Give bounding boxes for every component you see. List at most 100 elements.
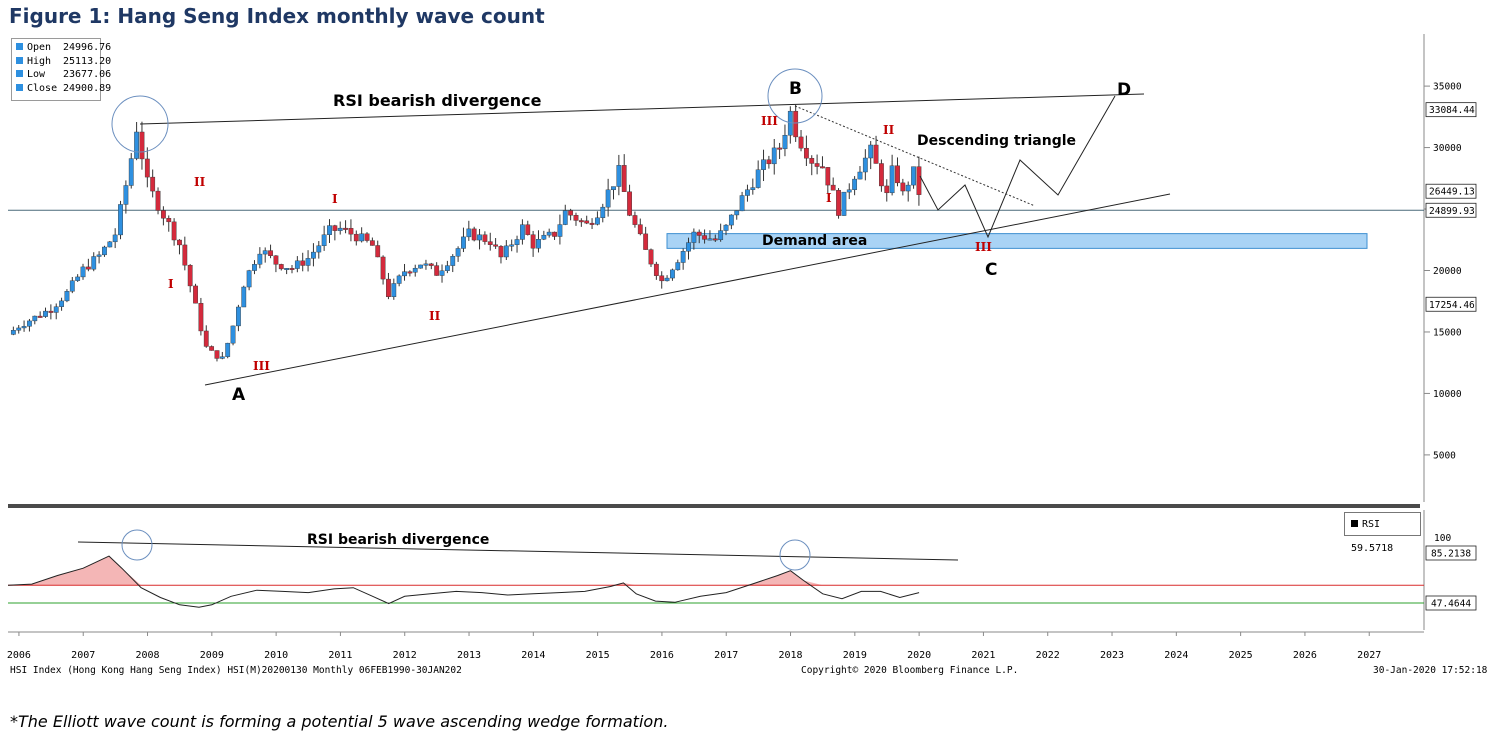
candle-body [91,256,97,270]
candle-body [536,239,541,249]
footer-timestamp: 30-Jan-2020 17:52:18 [1373,665,1488,676]
candle-body [123,185,129,205]
candle-body [680,251,686,263]
y-tick-label: 20000 [1433,266,1462,277]
y-tick-label: 15000 [1433,327,1462,338]
candle-body [43,310,48,317]
rsi-panel: RSI bearish divergence 100 85.2138 47.4644 [7,510,1477,630]
x-tick-label: 2023 [1100,650,1124,661]
x-tick-label: 2016 [650,650,674,661]
candle-body [359,233,365,242]
candle-body [144,158,150,178]
rsi-tick-label: 100 [1434,533,1451,544]
wave-sub-label: II [194,175,206,189]
candle-body [895,165,900,184]
candle-body [616,165,622,187]
rsi-circle-a [121,529,153,561]
candle-body [444,265,450,271]
x-tick-label: 2010 [264,650,288,661]
price-panel: 5000100001500020000250003000035000 RSI b… [8,34,1477,502]
projected-wave-path [919,95,1116,239]
candle-body [386,278,391,298]
candle-body [21,326,27,329]
candle-body [225,342,231,357]
x-tick-label: 2013 [457,650,481,661]
candle-body [503,245,509,258]
candle-body [102,246,107,256]
candle-body [96,254,102,257]
candles [10,104,922,362]
candle-body [868,144,874,159]
caption: *The Elliott wave count is forming a pot… [10,712,669,731]
price-tags: 33084.44 26449.13 24899.93 17254.46 [1425,102,1477,312]
candle-body [75,276,81,281]
candle-body [10,330,16,335]
candle-body [177,239,182,246]
candle-body [879,163,884,187]
wave-d-label: D [1117,80,1131,100]
candle-body [696,231,702,236]
candle-body [300,260,306,266]
y-tick-label: 30000 [1433,143,1462,154]
legend-high-label: High [27,55,52,67]
demand-area [666,233,1368,249]
candle-body [203,330,209,347]
candle-body [305,258,311,266]
candle-body [852,178,858,190]
wave-sub-label: III [975,240,992,254]
candle-body [418,264,423,269]
rsi-line [7,555,920,608]
candle-body [841,191,847,216]
candle-body [128,158,134,186]
candle-body [278,264,284,270]
candle-body [884,185,890,194]
ohlc-legend: Open 24996.76 High 25113.20 Low 23677.06 Cl… [11,38,111,101]
x-tick-label: 2011 [328,650,352,661]
candle-body [552,231,557,237]
candle-body [209,346,215,351]
candle-body [595,217,600,225]
candle-body [755,169,761,188]
candle-body [112,234,118,243]
candle-body [332,225,338,231]
x-tick-label: 2021 [971,650,995,661]
y-tick-label: 5000 [1433,450,1456,461]
candle-body [166,218,172,223]
candle-body [80,266,86,278]
candle-body [471,228,477,241]
candle-body [814,163,820,167]
candle-body [439,270,445,276]
legend-close-label: Close [27,82,58,94]
rsi-legend-value: 59.5718 [1351,543,1394,554]
candle-body [803,147,809,159]
candle-body [16,327,22,331]
candle-body [584,220,590,224]
candle-body [268,250,273,256]
candle-body [745,189,750,196]
candle-body [718,230,724,241]
divergence-circle-b [767,68,823,124]
footer-copyright: Copyright© 2020 Bloomberg Finance L.P. [801,665,1019,676]
price-tag-label: 17254.46 [1429,300,1475,311]
candle-body [798,136,804,149]
candle-body [487,241,493,245]
lower-wedge-line [204,193,1171,386]
rsi-legend: RSI 59.5718 [1344,512,1421,554]
candle-body [653,263,659,276]
wave-sub-label: III [761,114,778,128]
candle-body [327,225,332,235]
candle-body [509,244,515,247]
candle-body [611,186,616,191]
candle-body [621,165,627,192]
candle-body [375,245,381,258]
candle-body [691,231,697,243]
candle-body [664,277,670,282]
candle-body [493,244,499,247]
wave-a-label: A [232,385,246,405]
candle-body [461,236,466,249]
rsi-level-label: 85.2138 [1431,549,1471,560]
candle-body [364,233,370,241]
candle-body [670,269,675,279]
x-tick-label: 2015 [586,650,610,661]
x-tick-label: 2027 [1357,650,1381,661]
